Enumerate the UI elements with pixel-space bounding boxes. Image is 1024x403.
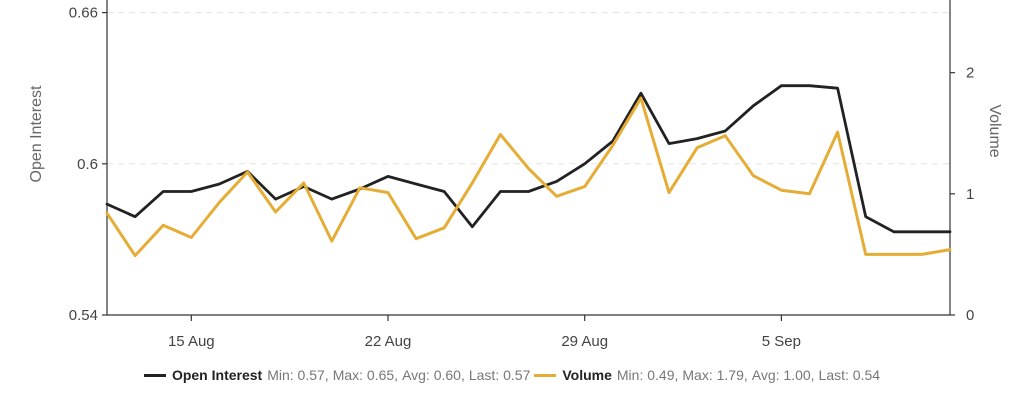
y-left-tick-label: 0.54 — [69, 307, 98, 324]
legend-stat-label: Last: — [468, 367, 500, 383]
legend-stat-label: Max: — [332, 367, 364, 383]
y-left-tick-label: 0.66 — [69, 5, 98, 22]
series-lines — [105, 84, 952, 258]
y-left-axis-title: Open Interest — [28, 85, 45, 183]
series-line-volume — [105, 96, 952, 258]
legend-stat-value: 0.49, — [647, 367, 679, 383]
y-right-tick-label: 2 — [966, 65, 974, 82]
legend-label: Open Interest — [171, 367, 263, 383]
y-right-axis-title: Volume — [986, 104, 1003, 157]
legend-stat-value: 0.54 — [852, 367, 881, 383]
legend-swatch-volume — [534, 373, 557, 377]
grid-lines — [107, 12, 950, 165]
legend-stat-value: 1.00, — [783, 367, 815, 383]
legend-stat-value: 0.60, — [433, 367, 465, 383]
legend-stat-value: 1.79, — [716, 367, 748, 383]
x-tick-label: 29 Aug — [561, 333, 608, 350]
legend-item-open-interest[interactable]: Open Interest Min: 0.57, Max: 0.65, Avg:… — [143, 367, 531, 383]
legend: Open Interest Min: 0.57, Max: 0.65, Avg:… — [0, 364, 1024, 386]
tick-labels: 0.54 0.6 0.66 0 1 2 15 Aug 22 Aug 29 Aug 5 Sep — [69, 5, 975, 350]
legend-stat-label: Min: — [616, 367, 644, 383]
legend-stat-label: Avg: — [402, 367, 430, 383]
legend-stat-value: 0.57, — [297, 367, 329, 383]
y-right-tick-label: 1 — [966, 186, 974, 203]
legend-item-volume[interactable]: Volume Min: 0.49, Max: 1.79, Avg: 1.00, … — [534, 367, 880, 383]
series-line-open-interest — [105, 84, 952, 234]
y-left-tick-label: 0.6 — [77, 156, 98, 173]
x-tick-label: 15 Aug — [168, 333, 215, 350]
legend-stat-label: Min: — [267, 367, 294, 383]
legend-stat-value: 0.57 — [503, 367, 531, 383]
legend-label: Volume — [562, 367, 612, 383]
legend-stat-label: Max: — [682, 367, 713, 383]
x-tick-label: 22 Aug — [365, 333, 412, 350]
legend-stat-value: 0.65, — [366, 367, 399, 383]
chart: 0.54 0.6 0.66 0 1 2 15 Aug 22 Aug 29 Aug 5 Sep Op… — [28, 0, 1003, 350]
legend-swatch-open-interest — [143, 373, 166, 377]
x-tick-label: 5 Sep — [762, 333, 801, 350]
legend-stat-label: Last: — [818, 367, 849, 383]
legend-stat-label: Avg: — [751, 367, 780, 383]
y-right-tick-label: 0 — [966, 307, 974, 324]
axes — [102, 0, 955, 321]
